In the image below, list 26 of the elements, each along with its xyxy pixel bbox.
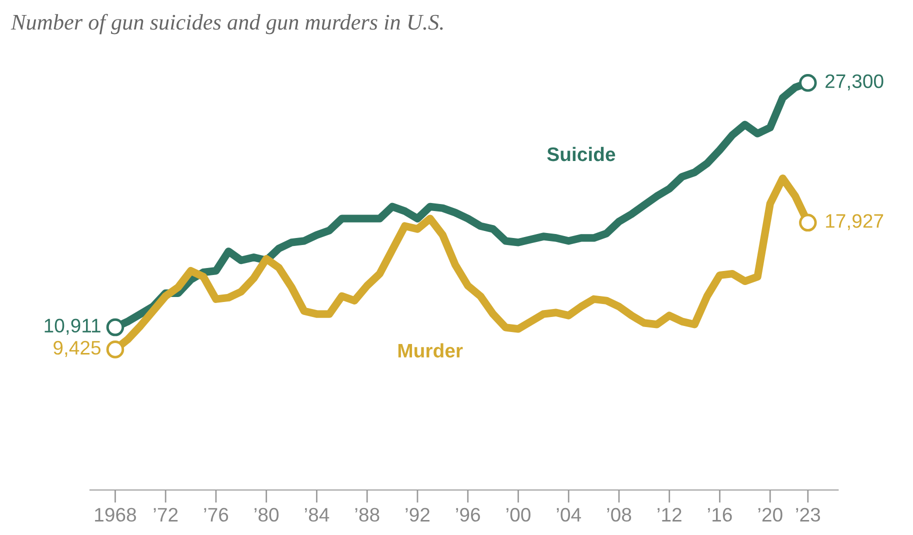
point	[106, 340, 124, 358]
point	[799, 74, 817, 92]
data-label: 17,927	[826, 214, 884, 230]
x-tick-label: 1968	[95, 508, 136, 522]
x-tick-label: ’80	[254, 508, 279, 522]
data-label: 9,425	[54, 340, 101, 357]
x-tick-label: ’16	[708, 508, 732, 522]
data-label: 10,911	[44, 318, 100, 335]
x-tick-label: ’20	[758, 508, 782, 522]
point	[106, 318, 124, 336]
x-tick-label: ’76	[204, 508, 228, 522]
x-tick-label: ’04	[556, 508, 582, 522]
x-tick-label: ’00	[506, 508, 530, 522]
x-tick-label: ’12	[658, 508, 682, 522]
point	[799, 214, 817, 232]
chart-title: Number of gun suicides and gun murders in U.S.	[10, 14, 443, 34]
text: Suicide	[547, 146, 616, 162]
data-label: 27,300	[826, 74, 884, 90]
x-tick-label: ’23	[796, 508, 820, 522]
x-tick-label: ’72	[154, 508, 178, 522]
x-tick-label: ’96	[456, 508, 480, 522]
x-tick-label: ’08	[607, 508, 632, 522]
x-tick-label: ’92	[406, 508, 430, 522]
text: Murder	[398, 343, 463, 358]
x-tick-label: ’88	[355, 508, 380, 522]
x-tick-label: ’84	[304, 508, 330, 522]
